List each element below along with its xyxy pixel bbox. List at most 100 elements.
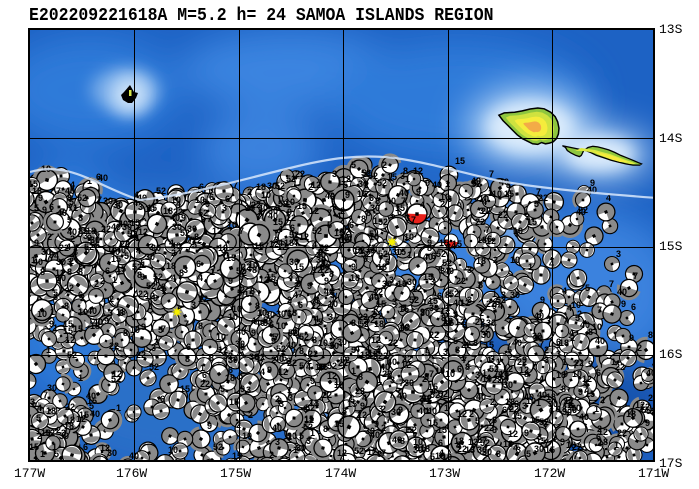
svg-text:18: 18 <box>166 261 176 271</box>
svg-text:22: 22 <box>615 362 625 372</box>
svg-text:30: 30 <box>249 352 259 362</box>
svg-text:2: 2 <box>371 309 376 319</box>
svg-text:1: 1 <box>50 307 55 317</box>
svg-text:12: 12 <box>640 402 650 412</box>
svg-text:18: 18 <box>116 307 126 317</box>
svg-text:8: 8 <box>323 424 328 434</box>
svg-text:7: 7 <box>489 169 494 179</box>
svg-text:7: 7 <box>327 208 332 218</box>
svg-text:52: 52 <box>77 193 87 203</box>
svg-text:18: 18 <box>566 440 576 450</box>
svg-text:40: 40 <box>427 406 437 416</box>
svg-text:30: 30 <box>510 290 520 300</box>
svg-text:30: 30 <box>228 355 238 365</box>
svg-text:9: 9 <box>324 276 329 286</box>
svg-text:3: 3 <box>332 169 337 179</box>
svg-text:12: 12 <box>311 180 321 190</box>
svg-text:9: 9 <box>181 213 186 223</box>
svg-text:30: 30 <box>534 444 544 454</box>
svg-text:40: 40 <box>90 409 100 419</box>
svg-text:15: 15 <box>79 410 89 420</box>
svg-text:8: 8 <box>78 267 83 277</box>
svg-text:10: 10 <box>445 369 455 379</box>
svg-text:30: 30 <box>365 426 375 436</box>
svg-text:7: 7 <box>60 207 65 217</box>
svg-text:8: 8 <box>427 243 432 253</box>
svg-text:1: 1 <box>594 404 599 414</box>
svg-text:1: 1 <box>562 357 567 367</box>
svg-text:1: 1 <box>31 255 36 265</box>
svg-text:18: 18 <box>374 319 384 329</box>
svg-text:8: 8 <box>123 328 128 338</box>
svg-text:12: 12 <box>198 294 208 304</box>
svg-text:15: 15 <box>423 272 433 282</box>
svg-text:7: 7 <box>573 360 578 370</box>
svg-text:10: 10 <box>492 189 502 199</box>
svg-text:12: 12 <box>367 447 377 457</box>
svg-text:52: 52 <box>354 446 364 456</box>
svg-text:52: 52 <box>149 362 159 372</box>
svg-text:1: 1 <box>78 373 83 383</box>
svg-text:8: 8 <box>312 335 317 345</box>
svg-text:9: 9 <box>351 262 356 272</box>
svg-text:10: 10 <box>227 220 237 230</box>
svg-text:9: 9 <box>540 295 545 305</box>
svg-text:4: 4 <box>562 286 567 296</box>
svg-text:52: 52 <box>361 168 371 178</box>
svg-text:10: 10 <box>232 304 242 314</box>
svg-text:30: 30 <box>268 206 278 216</box>
svg-text:40: 40 <box>392 435 402 445</box>
svg-text:2: 2 <box>371 243 376 253</box>
svg-text:52: 52 <box>378 249 388 259</box>
svg-text:8: 8 <box>366 208 371 218</box>
svg-text:4: 4 <box>198 273 203 283</box>
svg-text:40: 40 <box>397 391 407 401</box>
svg-text:30: 30 <box>113 200 123 210</box>
svg-text:22: 22 <box>308 349 318 359</box>
svg-text:9: 9 <box>42 205 47 215</box>
svg-text:52: 52 <box>312 226 322 236</box>
svg-text:18: 18 <box>309 398 319 408</box>
svg-text:4: 4 <box>260 367 265 377</box>
svg-text:7: 7 <box>609 279 614 289</box>
svg-text:40: 40 <box>272 423 282 433</box>
svg-text:52: 52 <box>377 178 387 188</box>
svg-text:5: 5 <box>158 325 163 335</box>
svg-text:1: 1 <box>330 283 335 293</box>
svg-text:40: 40 <box>534 311 544 321</box>
svg-text:15: 15 <box>147 203 157 213</box>
svg-text:8: 8 <box>78 213 83 223</box>
svg-text:40: 40 <box>286 340 296 350</box>
svg-text:9: 9 <box>425 178 430 188</box>
svg-text:40: 40 <box>236 327 246 337</box>
svg-text:6: 6 <box>95 240 100 250</box>
svg-text:7: 7 <box>97 195 102 205</box>
svg-text:2: 2 <box>100 276 105 286</box>
svg-text:12: 12 <box>413 166 423 176</box>
svg-text:15: 15 <box>180 384 190 394</box>
svg-text:18: 18 <box>503 439 513 449</box>
svg-text:30: 30 <box>41 247 51 257</box>
svg-text:22: 22 <box>109 341 119 351</box>
svg-text:3: 3 <box>328 312 333 322</box>
svg-text:1: 1 <box>334 377 339 387</box>
svg-text:9: 9 <box>104 316 109 326</box>
svg-text:1: 1 <box>52 442 57 452</box>
svg-text:30: 30 <box>477 445 487 455</box>
svg-text:8: 8 <box>67 267 72 277</box>
svg-text:12: 12 <box>412 284 422 294</box>
svg-text:3: 3 <box>556 349 561 359</box>
svg-text:15: 15 <box>30 179 38 189</box>
svg-text:5: 5 <box>492 425 497 435</box>
svg-text:12: 12 <box>112 369 122 379</box>
svg-text:8: 8 <box>67 193 72 203</box>
svg-text:22: 22 <box>475 217 485 227</box>
svg-text:5: 5 <box>498 370 503 380</box>
svg-text:10: 10 <box>41 428 51 438</box>
svg-text:10: 10 <box>413 437 423 447</box>
svg-text:30: 30 <box>103 196 113 206</box>
svg-text:18: 18 <box>64 421 74 431</box>
svg-text:12: 12 <box>519 365 529 375</box>
svg-text:15: 15 <box>512 411 522 421</box>
svg-text:6: 6 <box>196 259 201 269</box>
